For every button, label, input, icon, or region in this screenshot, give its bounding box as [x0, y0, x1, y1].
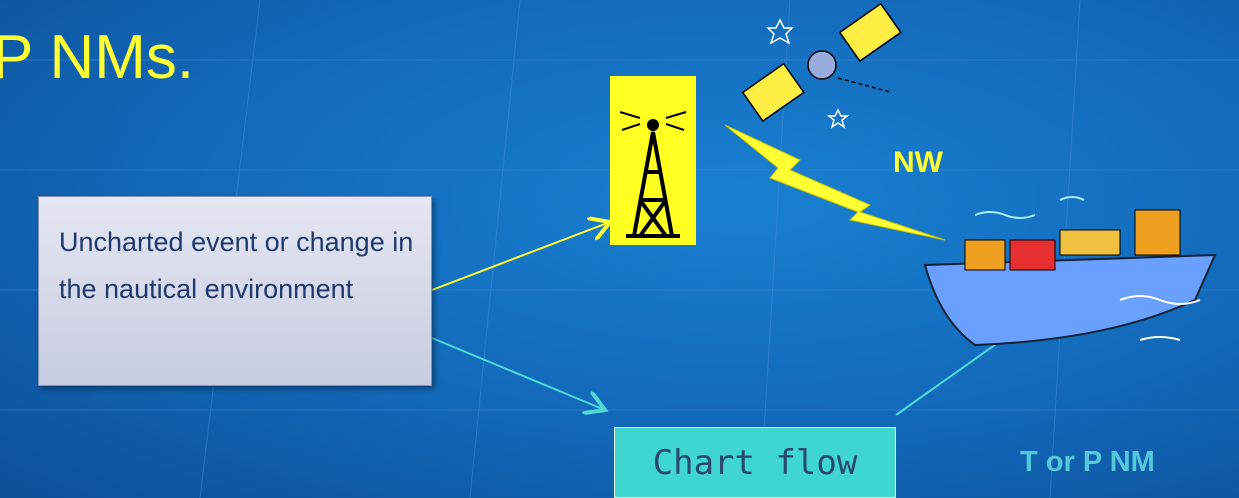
tower-icon [610, 76, 696, 245]
arrow [432, 338, 605, 410]
chart-flow-box: Chart flow [614, 427, 896, 498]
ship-icon [925, 197, 1215, 345]
satellite-icon [743, 4, 901, 127]
event-box: Uncharted event or change in the nautica… [38, 196, 432, 386]
slide: P NMs. Uncharted event or change in the … [0, 0, 1239, 498]
arrow [432, 222, 610, 290]
nm-label: T or P NM [1020, 446, 1155, 479]
nw-label: NW [893, 146, 943, 180]
slide-title: P NMs. [0, 22, 194, 93]
lightning [725, 125, 945, 240]
